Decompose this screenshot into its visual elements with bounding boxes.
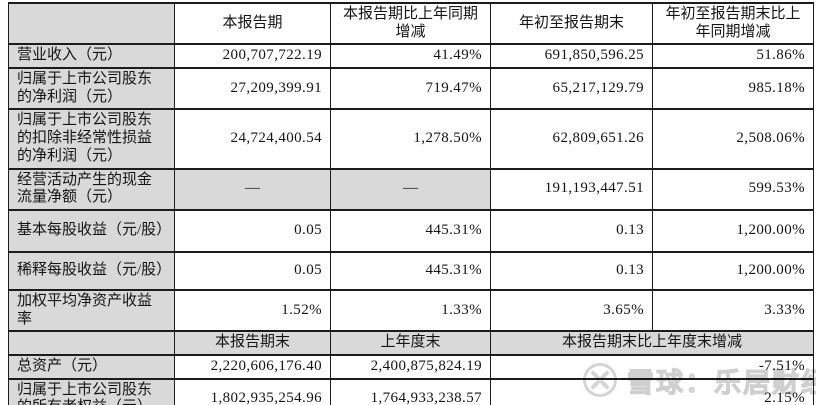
cell-value: 200,707,722.19 [174, 43, 331, 70]
cell-value: 3.33% [652, 288, 814, 333]
row-label: 归属于上市公司股东的净利润（元） [8, 67, 175, 111]
period-header-row: 本报告期 本报告期比上年同期增减 年初至报告期末 年初至报告期末比上年同期增减 [8, 1, 814, 46]
row-diluted-eps: 稀释每股收益（元/股） 0.05 445.31% 0.13 1,200.00% [8, 250, 814, 291]
cell-value: 1,764,933,238.57 [330, 377, 491, 405]
cell-value: 445.31% [330, 250, 491, 291]
row-owners-equity: 归属于上市公司股东的所有者权益（元） 1,802,935,254.96 1,76… [8, 377, 814, 405]
cell-value: 24,724,400.54 [174, 108, 331, 170]
cell-value: 985.18% [652, 67, 814, 111]
row-label: 加权平均净资产收益率 [8, 288, 175, 333]
col-header-ytd: 年初至报告期末 [490, 1, 653, 46]
row-label: 稀释每股收益（元/股） [8, 250, 175, 291]
row-label: 营业收入（元） [8, 43, 175, 70]
col-header-ytd-vs-prior: 年初至报告期末比上年同期增减 [652, 1, 814, 46]
cell-value: 51.86% [652, 43, 814, 70]
cell-value: 3.65% [490, 288, 653, 333]
row-label: 归属于上市公司股东的扣除非经常性损益的净利润（元） [8, 108, 175, 170]
cell-value: 41.49% [330, 43, 491, 70]
cell-value: 2,220,606,176.40 [174, 353, 331, 380]
cell-value: 1.33% [330, 288, 491, 333]
cell-value: 445.31% [330, 208, 491, 253]
cell-value: 27,209,399.91 [174, 67, 331, 111]
col-header-current-vs-prior: 本报告期比上年同期增减 [330, 1, 491, 46]
col-header-period-end: 本报告期末 [174, 330, 331, 356]
cell-value: 1.52% [174, 288, 331, 333]
yearend-header-row: 本报告期末 上年度末 本报告期末比上年度末增减 [8, 330, 814, 356]
row-total-assets: 总资产（元） 2,220,606,176.40 2,400,875,824.19… [8, 353, 814, 380]
cell-value: 691,850,596.25 [490, 43, 653, 70]
cell-value-na: — [174, 167, 331, 211]
row-basic-eps: 基本每股收益（元/股） 0.05 445.31% 0.13 1,200.00% [8, 208, 814, 253]
row-net-profit: 归属于上市公司股东的净利润（元） 27,209,399.91 719.47% 6… [8, 67, 814, 111]
row-label: 基本每股收益（元/股） [8, 208, 175, 253]
cell-value: 2.15% [490, 377, 814, 405]
cell-value-na: — [330, 167, 491, 211]
cell-value: 65,217,129.79 [490, 67, 653, 111]
cell-value: 0.13 [490, 208, 653, 253]
cell-value: 1,278.50% [330, 108, 491, 170]
row-label: 归属于上市公司股东的所有者权益（元） [8, 377, 175, 405]
cell-value: 1,200.00% [652, 250, 814, 291]
row-weighted-avg-roe: 加权平均净资产收益率 1.52% 1.33% 3.65% 3.33% [8, 288, 814, 333]
cell-value: 0.13 [490, 250, 653, 291]
col-header-period-end-vs-yearend: 本报告期末比上年度末增减 [490, 330, 814, 356]
cell-value: 1,200.00% [652, 208, 814, 253]
cell-value: 191,193,447.51 [490, 167, 653, 211]
row-operating-revenue: 营业收入（元） 200,707,722.19 41.49% 691,850,59… [8, 43, 814, 70]
cell-value: -7.51% [490, 353, 814, 380]
col-header-prior-yearend: 上年度末 [330, 330, 491, 356]
cell-value: 0.05 [174, 250, 331, 291]
header-spacer-cell [8, 330, 175, 356]
cell-value: 599.53% [652, 167, 814, 211]
cell-value: 0.05 [174, 208, 331, 253]
col-header-current-period: 本报告期 [174, 1, 331, 46]
header-spacer-cell [8, 1, 175, 46]
row-net-profit-excl-nonrecurring: 归属于上市公司股东的扣除非经常性损益的净利润（元） 24,724,400.54 … [8, 108, 814, 170]
cell-value: 1,802,935,254.96 [174, 377, 331, 405]
cell-value: 62,809,651.26 [490, 108, 653, 170]
row-label: 总资产（元） [8, 353, 175, 380]
cell-value: 2,508.06% [652, 108, 814, 170]
financial-summary-table: 本报告期 本报告期比上年同期增减 年初至报告期末 年初至报告期末比上年同期增减 … [8, 1, 814, 405]
cell-value: 719.47% [330, 67, 491, 111]
row-operating-cash-flow: 经营活动产生的现金流量净额（元） — — 191,193,447.51 599.… [8, 167, 814, 211]
cell-value: 2,400,875,824.19 [330, 353, 491, 380]
row-label: 经营活动产生的现金流量净额（元） [8, 167, 175, 211]
